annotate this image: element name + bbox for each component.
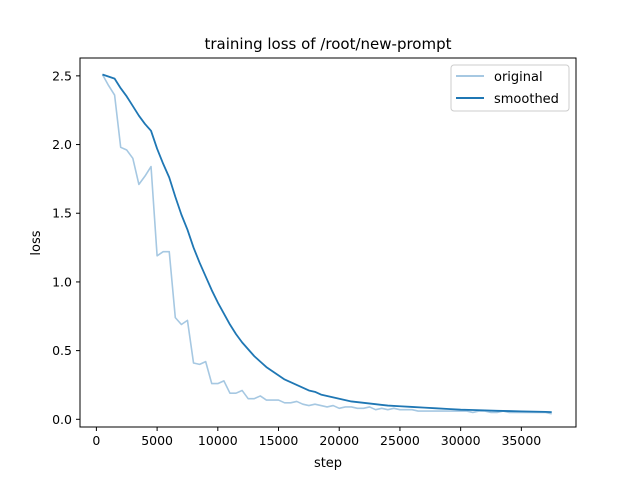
x-tick-label: 0: [92, 433, 100, 448]
x-tick-label: 30000: [441, 433, 481, 448]
y-axis-label: loss: [29, 230, 44, 255]
x-axis-ticks: 0 5000 10000 15000 20000 25000 30000 35000: [92, 427, 541, 448]
y-tick-label: 2.0: [52, 137, 72, 152]
y-tick-label: 1.0: [52, 274, 72, 289]
y-tick-label: 0.5: [52, 343, 72, 358]
series-line-original: [101, 74, 552, 415]
x-tick-label: 15000: [259, 433, 299, 448]
legend: original smoothed: [450, 64, 570, 112]
x-axis-label: step: [314, 456, 342, 471]
y-tick-label: 1.5: [52, 206, 72, 221]
y-tick-label: 2.5: [52, 68, 72, 83]
series-line-smoothed: [102, 73, 552, 414]
x-tick-label: 35000: [501, 433, 541, 448]
legend-label-smoothed: smoothed: [494, 92, 559, 107]
x-tick-label: 20000: [319, 433, 359, 448]
plot-frame: [79, 57, 577, 428]
x-tick-label: 10000: [198, 433, 238, 448]
y-axis-ticks: 0.0 0.5 1.0 1.5 2.0 2.5: [52, 68, 80, 427]
x-tick-label: 25000: [380, 433, 420, 448]
y-tick-label: 0.0: [52, 412, 72, 427]
legend-label-original: original: [494, 70, 543, 85]
plot-area: [101, 73, 552, 415]
chart-title: training loss of /root/new-prompt: [205, 35, 452, 53]
series-layer: [101, 73, 552, 415]
x-tick-label: 5000: [141, 433, 173, 448]
